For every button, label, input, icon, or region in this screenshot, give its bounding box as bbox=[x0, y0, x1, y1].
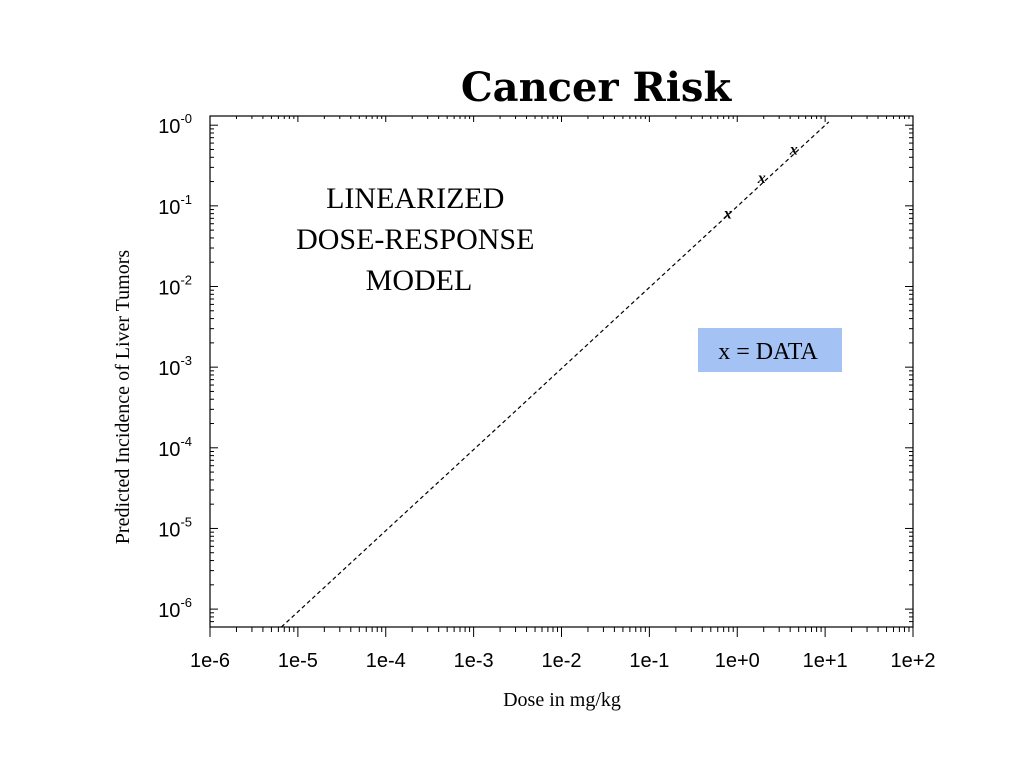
y-tick-label: 10-1 bbox=[158, 192, 192, 219]
x-tick-label: 1e-1 bbox=[629, 650, 669, 672]
dose-response-line bbox=[280, 121, 830, 628]
model-annotation: LINEARIZED DOSE-RESPONSE MODEL bbox=[296, 182, 542, 297]
y-tick-label: 10-3 bbox=[158, 353, 192, 380]
x-tick-label: 1e+1 bbox=[803, 650, 848, 672]
y-tick-base: 10 bbox=[158, 277, 180, 299]
x-tick-label: 1e-3 bbox=[454, 650, 494, 672]
y-tick-exponent: -4 bbox=[180, 434, 192, 449]
y-tick-base: 10 bbox=[158, 600, 180, 622]
y-tick-exponent: -2 bbox=[180, 272, 192, 287]
x-axis-ticks bbox=[209, 116, 914, 637]
y-tick-exponent: -6 bbox=[180, 595, 192, 610]
y-axis-ticks bbox=[210, 124, 913, 628]
annotation-line-2: DOSE-RESPONSE bbox=[296, 223, 534, 256]
y-tick-base: 10 bbox=[158, 197, 180, 219]
y-tick-exponent: -3 bbox=[180, 353, 192, 368]
x-tick-label: 1e+0 bbox=[715, 650, 760, 672]
annotation-line-1: LINEARIZED bbox=[326, 182, 504, 215]
x-tick-label: 1e+2 bbox=[890, 650, 935, 672]
y-axis-label: Predicted Incidence of Liver Tumors bbox=[112, 250, 134, 545]
data-point-marker: x bbox=[789, 141, 798, 158]
y-tick-exponent: -1 bbox=[180, 192, 192, 207]
y-tick-base: 10 bbox=[158, 439, 180, 461]
legend-text: x = DATA bbox=[718, 339, 818, 365]
x-tick-label: 1e-5 bbox=[278, 650, 318, 672]
y-tick-base: 10 bbox=[158, 116, 180, 138]
legend-box bbox=[698, 328, 842, 372]
series-layer: x x x bbox=[280, 121, 830, 628]
y-tick-label: 10-5 bbox=[158, 514, 192, 541]
y-tick-label: 10-4 bbox=[158, 434, 192, 461]
x-axis-label: Dose in mg/kg bbox=[503, 689, 621, 711]
y-tick-base: 10 bbox=[158, 358, 180, 380]
y-tick-label: 10-6 bbox=[158, 595, 192, 622]
legend: x = DATA bbox=[698, 328, 842, 372]
y-axis-tick-labels: 10-010-110-210-310-410-510-6 bbox=[158, 111, 192, 622]
chart-title: Cancer Risk bbox=[461, 64, 733, 111]
x-tick-label: 1e-6 bbox=[190, 650, 230, 672]
annotation-line-3: MODEL bbox=[366, 264, 473, 297]
x-axis-tick-labels: 1e-6 1e-5 1e-4 1e-3 1e-2 1e-1 1e+0 1e+1 1e+2 bbox=[190, 650, 936, 672]
x-tick-label: 1e-2 bbox=[541, 650, 581, 672]
y-tick-exponent: -0 bbox=[180, 111, 192, 126]
y-tick-base: 10 bbox=[158, 519, 180, 541]
data-point-marker: x bbox=[723, 206, 732, 223]
y-tick-exponent: -5 bbox=[180, 514, 192, 529]
data-point-marker: x bbox=[757, 170, 766, 187]
y-tick-label: 10-2 bbox=[158, 272, 192, 299]
x-tick-label: 1e-4 bbox=[366, 650, 406, 672]
y-tick-label: 10-0 bbox=[158, 111, 192, 138]
